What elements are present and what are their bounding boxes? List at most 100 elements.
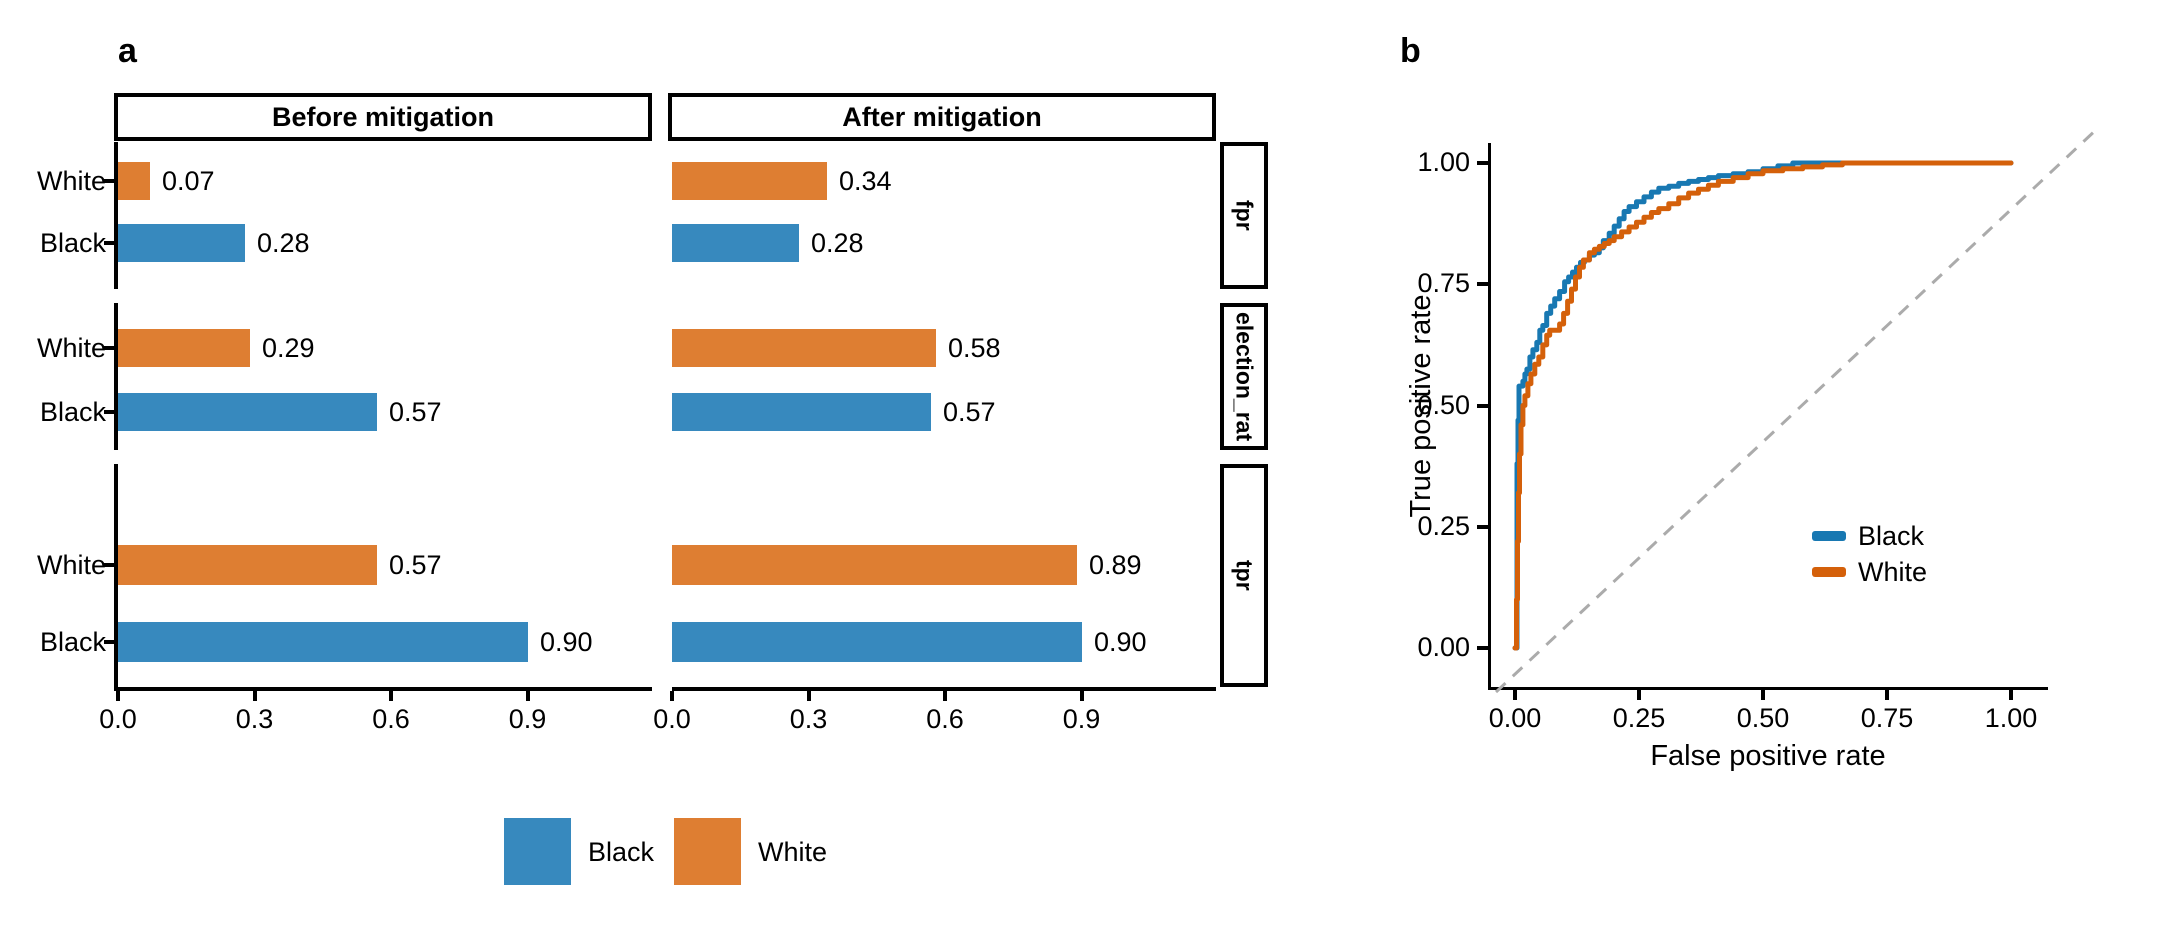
category-label-white: White bbox=[36, 166, 106, 196]
roc-y-tick-label: 0.00 bbox=[1417, 632, 1470, 662]
roc-x-tick bbox=[2009, 690, 2013, 700]
legend-swatch-black bbox=[504, 818, 571, 885]
roc-x-tick-label: 0.50 bbox=[1736, 703, 1790, 733]
white-bar-before-election_rat bbox=[118, 329, 250, 367]
roc-y-tick-label: 0.25 bbox=[1417, 510, 1470, 541]
roc-x-tick bbox=[1637, 690, 1641, 700]
x-axis-tick bbox=[389, 691, 393, 701]
facet-strip-fpr: fpr bbox=[1220, 142, 1268, 289]
roc-y-axis-line bbox=[1488, 143, 1491, 690]
roc-curve-white bbox=[1512, 160, 2014, 651]
black-bar-before-fpr bbox=[118, 224, 245, 262]
roc-y-tick bbox=[1477, 646, 1488, 650]
white-bar-before-fpr bbox=[118, 162, 150, 200]
black-bar-before-tpr bbox=[118, 622, 528, 662]
diagonal-reference-line bbox=[1494, 126, 2100, 694]
panel-b-label: b bbox=[1400, 32, 1421, 70]
bar-value-label: 0.28 bbox=[257, 228, 310, 258]
roc-legend-label-white: White bbox=[1858, 557, 1928, 587]
x-axis-tick bbox=[252, 691, 257, 701]
roc-x-tick bbox=[1513, 690, 1517, 700]
roc-y-tick bbox=[1477, 524, 1488, 529]
x-axis-tick-label: 0.6 bbox=[926, 704, 964, 734]
facet-header-before-mitigation: Before mitigation bbox=[114, 93, 652, 141]
category-label-black: Black bbox=[39, 228, 106, 258]
category-tick bbox=[104, 640, 114, 644]
category-label-black: Black bbox=[39, 397, 106, 427]
bar-value-label: 0.57 bbox=[943, 397, 996, 427]
facet-header-after-mitigation: After mitigation bbox=[668, 93, 1216, 141]
x-axis-tick-label: 0.0 bbox=[653, 704, 691, 734]
bar-value-label: 0.90 bbox=[540, 627, 593, 657]
roc-x-tick-label: 1.00 bbox=[1984, 703, 2038, 733]
category-label-white: White bbox=[36, 550, 106, 580]
roc-curve-black bbox=[1512, 160, 2014, 651]
x-axis-tick-label: 0.9 bbox=[508, 704, 547, 734]
roc-y-tick-label: 0.50 bbox=[1417, 389, 1470, 420]
bar-value-label: 0.57 bbox=[389, 550, 442, 580]
white-bar-after-election_rat bbox=[672, 329, 936, 367]
x-axis-tick bbox=[1079, 691, 1084, 701]
bar-value-label: 0.58 bbox=[948, 333, 1001, 363]
roc-y-tick-label: 1.00 bbox=[1417, 147, 1470, 177]
roc-legend-key-black bbox=[1812, 531, 1846, 541]
facet-strip-tpr: tpr bbox=[1220, 464, 1268, 687]
black-bar-after-tpr bbox=[672, 622, 1082, 662]
x-axis-tick bbox=[670, 691, 674, 701]
category-tick bbox=[104, 179, 114, 183]
x-axis-tick-label: 0.3 bbox=[789, 704, 828, 734]
bar-value-label: 0.28 bbox=[811, 228, 864, 258]
bar-value-label: 0.34 bbox=[839, 166, 892, 196]
facet-strip-label: election_rat bbox=[1231, 311, 1258, 442]
y-axis-segment bbox=[114, 303, 118, 450]
black-bar-before-election_rat bbox=[118, 393, 377, 431]
roc-x-tick bbox=[1761, 690, 1765, 700]
bar-value-label: 0.57 bbox=[389, 397, 442, 427]
roc-x-axis-line bbox=[1488, 687, 2048, 690]
bar-chart-panel: fpr 0.07 0.34 White 0.28 0.28 Black election_ra… bbox=[36, 142, 1268, 734]
panel-a-label: a bbox=[118, 32, 137, 70]
roc-x-tick bbox=[1885, 690, 1889, 700]
facet-header-after-text: After mitigation bbox=[842, 101, 1042, 132]
x-axis-tick-label: 0.9 bbox=[1062, 704, 1101, 734]
legend-label-white: White bbox=[758, 837, 828, 867]
roc-y-tick-label: 0.75 bbox=[1417, 268, 1470, 299]
bar-value-label: 0.90 bbox=[1094, 627, 1147, 657]
category-tick bbox=[104, 241, 114, 245]
x-axis-tick-label: 0.3 bbox=[235, 704, 274, 734]
white-bar-after-fpr bbox=[672, 162, 827, 200]
x-axis-title: False positive rate bbox=[1650, 740, 1886, 772]
white-bar-before-tpr bbox=[118, 545, 377, 585]
category-label-white: White bbox=[36, 333, 106, 363]
y-axis-segment bbox=[114, 142, 118, 289]
roc-y-tick bbox=[1477, 282, 1488, 287]
x-axis-line bbox=[672, 687, 1216, 691]
roc-legend-label-black: Black bbox=[1858, 521, 1925, 551]
roc-legend-key-white bbox=[1812, 567, 1846, 577]
bar-value-label: 0.29 bbox=[262, 333, 315, 363]
x-axis-tick bbox=[943, 691, 947, 701]
y-axis-segment bbox=[114, 464, 118, 687]
facet-strip-label: tpr bbox=[1231, 560, 1258, 591]
roc-y-tick bbox=[1477, 161, 1488, 165]
roc-y-tick bbox=[1477, 403, 1488, 408]
category-tick bbox=[104, 563, 114, 567]
roc-x-tick-label: 0.25 bbox=[1612, 703, 1666, 733]
category-label-black: Black bbox=[39, 627, 106, 657]
facet-header-before-text: Before mitigation bbox=[271, 101, 494, 132]
roc-x-tick-label: 0.00 bbox=[1488, 703, 1542, 733]
legend-label-black: Black bbox=[588, 837, 655, 867]
white-bar-after-tpr bbox=[672, 545, 1077, 585]
roc-plot-area bbox=[1494, 126, 2100, 694]
x-axis-tick-label: 0.0 bbox=[99, 704, 137, 734]
legend-swatch-white bbox=[674, 818, 741, 885]
facet-strip-label: fpr bbox=[1231, 200, 1258, 231]
x-axis-tick bbox=[806, 691, 811, 701]
bar-value-label: 0.89 bbox=[1089, 550, 1142, 580]
black-bar-after-election_rat bbox=[672, 393, 931, 431]
category-tick bbox=[104, 346, 114, 350]
facet-strip-election_rat: election_rat bbox=[1220, 303, 1268, 450]
x-axis-tick-label: 0.6 bbox=[372, 704, 410, 734]
x-axis-line bbox=[114, 687, 652, 691]
x-axis-tick bbox=[116, 691, 120, 701]
